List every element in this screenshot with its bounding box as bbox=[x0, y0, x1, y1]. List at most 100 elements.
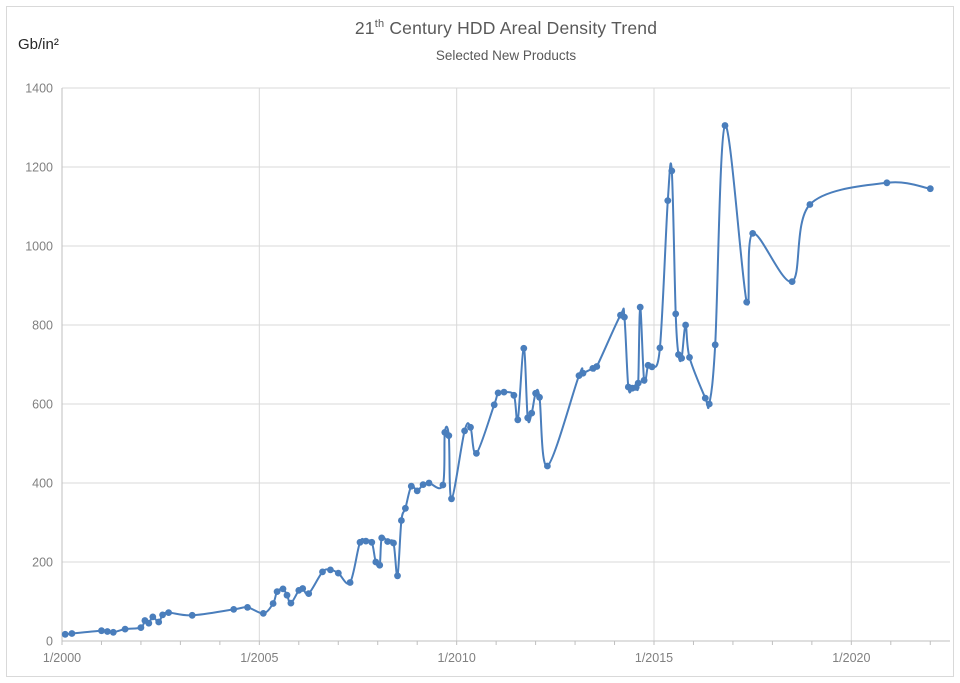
data-point-marker bbox=[98, 627, 105, 635]
x-tick-label: 1/2005 bbox=[240, 651, 278, 665]
data-point-marker bbox=[682, 321, 689, 329]
data-point-marker bbox=[378, 534, 386, 542]
data-point-marker bbox=[356, 538, 364, 546]
chart-title-base: 21 bbox=[354, 18, 375, 38]
data-point-marker bbox=[664, 197, 672, 205]
data-point-marker bbox=[398, 517, 405, 524]
data-point-marker bbox=[145, 619, 153, 627]
data-point-marker bbox=[283, 591, 291, 599]
data-point-marker bbox=[473, 450, 480, 457]
data-point-marker bbox=[109, 628, 117, 636]
data-point-marker bbox=[419, 481, 427, 488]
data-point-marker bbox=[165, 609, 173, 616]
data-point-marker bbox=[500, 388, 508, 396]
y-tick-label: 1200 bbox=[25, 161, 53, 175]
data-point-marker bbox=[159, 611, 167, 619]
data-point-marker bbox=[640, 376, 648, 384]
data-point-marker bbox=[402, 504, 409, 512]
data-point-marker bbox=[524, 414, 532, 422]
data-point-marker bbox=[68, 630, 76, 637]
data-point-marker bbox=[334, 569, 342, 577]
data-point-marker bbox=[634, 379, 642, 387]
data-point-marker bbox=[711, 341, 719, 349]
data-point-marker bbox=[149, 613, 157, 621]
data-point-marker bbox=[230, 606, 238, 613]
data-point-marker bbox=[425, 479, 433, 487]
data-point-marker bbox=[376, 561, 384, 569]
data-point-marker bbox=[104, 628, 111, 635]
data-point-marker bbox=[445, 432, 453, 439]
data-point-marker bbox=[244, 604, 251, 611]
series-line bbox=[64, 124, 932, 636]
data-point-marker bbox=[648, 363, 656, 371]
data-point-marker bbox=[394, 572, 401, 580]
data-point-marker bbox=[368, 538, 376, 546]
data-point-marker bbox=[520, 344, 528, 352]
data-point-marker bbox=[299, 585, 307, 592]
data-point-marker bbox=[461, 427, 468, 435]
data-point-marker bbox=[701, 394, 709, 402]
data-point-marker bbox=[686, 354, 693, 361]
data-point-marker bbox=[668, 167, 676, 175]
data-point-marker bbox=[636, 303, 644, 311]
data-point-marker bbox=[273, 588, 281, 595]
y-tick-label: 1000 bbox=[25, 240, 53, 254]
data-point-marker bbox=[259, 610, 267, 617]
data-point-marker bbox=[514, 416, 522, 424]
data-point-marker bbox=[155, 618, 163, 626]
x-tick-label: 1/2010 bbox=[438, 651, 476, 665]
data-point-marker bbox=[413, 487, 421, 495]
data-point-marker bbox=[678, 354, 685, 362]
data-point-marker bbox=[490, 401, 498, 409]
data-point-marker bbox=[721, 122, 729, 129]
data-point-marker bbox=[883, 179, 891, 187]
data-point-marker bbox=[467, 423, 474, 431]
data-point-marker bbox=[579, 369, 587, 377]
data-point-marker bbox=[439, 481, 447, 489]
data-point-marker bbox=[121, 625, 129, 633]
y-axis-unit-label: Gb/in² bbox=[18, 36, 59, 53]
data-point-marker bbox=[407, 482, 415, 490]
data-point-marker bbox=[926, 185, 934, 193]
data-point-marker bbox=[593, 363, 601, 370]
x-tick-label: 1/2015 bbox=[635, 651, 673, 665]
x-tick-label: 1/2000 bbox=[43, 651, 81, 665]
data-point-marker bbox=[384, 538, 391, 545]
y-tick-label: 0 bbox=[46, 635, 53, 649]
data-point-marker bbox=[327, 566, 334, 574]
data-point-marker bbox=[61, 630, 69, 638]
data-point-marker bbox=[362, 537, 370, 545]
data-point-marker bbox=[305, 590, 313, 597]
data-point-marker bbox=[788, 278, 796, 285]
data-point-marker bbox=[806, 201, 814, 208]
data-point-marker bbox=[544, 462, 551, 470]
data-point-marker bbox=[346, 579, 354, 586]
data-point-marker bbox=[448, 495, 455, 503]
y-tick-label: 800 bbox=[32, 319, 53, 333]
chart-title-superscript: th bbox=[374, 18, 385, 31]
data-point-marker bbox=[188, 611, 196, 619]
data-point-marker bbox=[390, 539, 397, 547]
data-point-marker bbox=[749, 230, 757, 237]
chart-title-rest: Century HDD Areal Density Trend bbox=[384, 18, 658, 38]
data-point-marker bbox=[705, 400, 713, 408]
data-point-marker bbox=[319, 568, 326, 576]
data-point-marker bbox=[656, 344, 664, 352]
x-tick-label: 1/2020 bbox=[832, 651, 870, 665]
data-point-marker bbox=[528, 409, 536, 417]
data-point-marker bbox=[510, 391, 518, 399]
y-tick-label: 400 bbox=[32, 477, 53, 491]
data-point-marker bbox=[137, 624, 145, 631]
data-point-marker bbox=[494, 389, 502, 397]
data-point-marker bbox=[287, 599, 295, 607]
data-point-marker bbox=[279, 585, 287, 593]
data-point-marker bbox=[672, 310, 680, 318]
data-point-marker bbox=[621, 313, 628, 321]
chart-title: 21th Century HDD Areal Density Trend bbox=[62, 18, 950, 39]
y-tick-label: 200 bbox=[32, 556, 53, 570]
data-point-marker bbox=[269, 600, 277, 607]
data-point-marker bbox=[743, 298, 751, 306]
data-point-marker bbox=[536, 393, 543, 401]
